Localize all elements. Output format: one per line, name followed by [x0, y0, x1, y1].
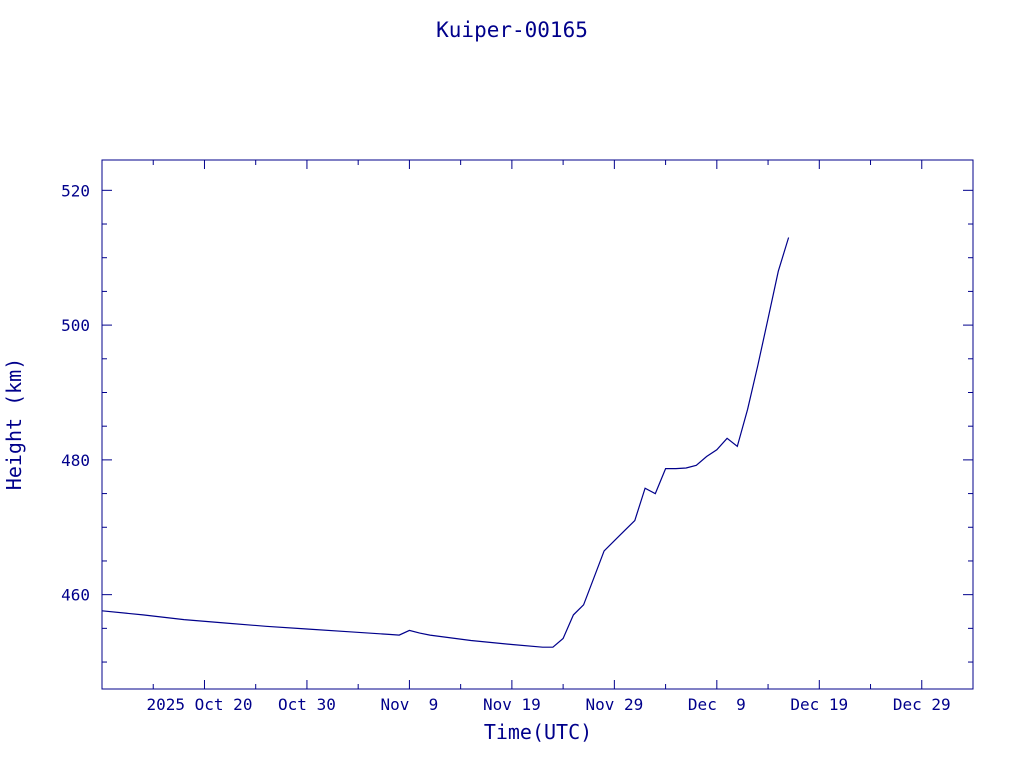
chart-title: Kuiper-00165 [436, 18, 588, 42]
plot-frame [101, 159, 974, 690]
x-tick-label: Dec 19 [790, 695, 848, 714]
y-tick-label: 460 [61, 586, 90, 605]
y-tick-label: 520 [61, 181, 90, 200]
x-tick-label: Nov 29 [585, 695, 643, 714]
x-tick-labels: 2025 Oct 20 Oct 30 Nov 9 Nov 19 Nov 29 Dec 9 D… [146, 695, 950, 714]
x-tick-label: Dec 29 [893, 695, 951, 714]
y-tick-label: 480 [61, 451, 90, 470]
x-tick-label: Nov 19 [483, 695, 541, 714]
x-tick-label: Dec 9 [688, 695, 746, 714]
y-axis-label: Height (km) [2, 358, 26, 490]
x-tick-label: 2025 Oct 20 [146, 695, 252, 714]
x-tick-label: Nov 9 [381, 695, 439, 714]
series-line [101, 237, 790, 648]
y-tick-label: 500 [61, 316, 90, 335]
x-tick-label: Oct 30 [278, 695, 336, 714]
x-axis-label: Time(UTC) [484, 720, 592, 744]
y-tick-labels: 460 480 500 520 [61, 181, 90, 604]
axis-ticks [102, 160, 973, 689]
